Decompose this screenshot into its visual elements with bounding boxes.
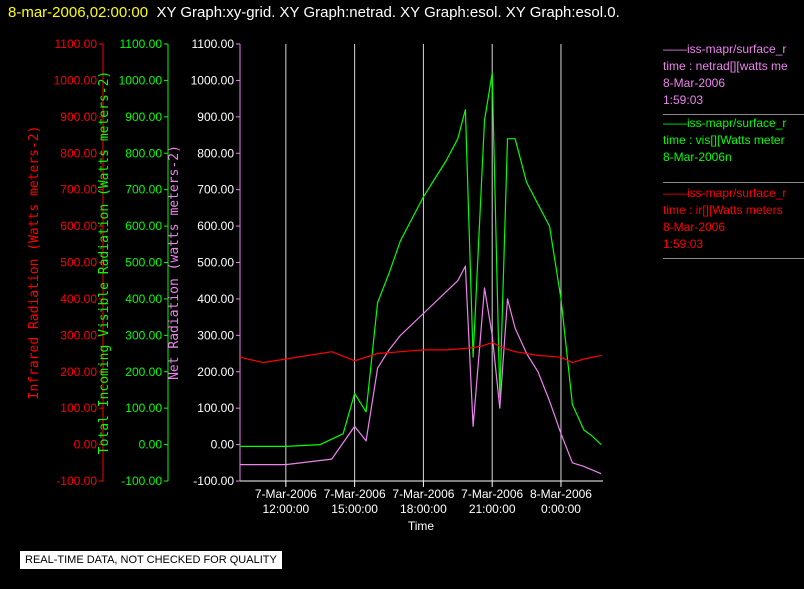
y-tick-label: 0.00 bbox=[74, 438, 98, 452]
legend-separator bbox=[663, 182, 804, 183]
y-tick-label: 500.00 bbox=[60, 256, 97, 270]
y-tick-label: 300.00 bbox=[125, 328, 162, 342]
y-tick-label: 100.00 bbox=[60, 401, 97, 415]
x-tick-label-date: 7-Mar-2006 bbox=[461, 487, 523, 501]
y-tick-label: 1000.00 bbox=[54, 73, 98, 87]
y-tick-label: 800.00 bbox=[197, 146, 234, 160]
y-tick-label: 300.00 bbox=[60, 328, 97, 342]
legend-entry-line: time : vis[][Watts meter bbox=[663, 133, 785, 147]
x-tick-label-time: 18:00:00 bbox=[400, 502, 447, 516]
y-tick-label: 1100.00 bbox=[192, 37, 235, 51]
legend-entry-line: time : ir[][Watts meters bbox=[663, 203, 783, 217]
legend-entry-line: 1:59:03 bbox=[663, 93, 704, 107]
legend-entry-line: ——iss-mapr/surface_r bbox=[663, 116, 787, 130]
y-tick-label: 500.00 bbox=[197, 256, 234, 270]
y-axis-label: Infrared Radiation (Watts meters-2) bbox=[27, 126, 42, 400]
legend-entry-line: time : netrad[][watts me bbox=[663, 59, 788, 73]
legend-separator bbox=[663, 114, 804, 115]
y-tick-label: 1100.00 bbox=[120, 37, 163, 51]
y-tick-label: 400.00 bbox=[60, 292, 97, 306]
y-tick-label: 300.00 bbox=[197, 328, 234, 342]
y-tick-label: 0.00 bbox=[139, 438, 163, 452]
y-tick-label: -100.00 bbox=[56, 474, 97, 488]
legend-entry-line: 8-Mar-2006 bbox=[663, 76, 726, 90]
legend-separator bbox=[663, 258, 804, 259]
x-tick-label-date: 7-Mar-2006 bbox=[324, 487, 386, 501]
y-tick-label: 400.00 bbox=[125, 292, 162, 306]
legend-entry-line: ——iss-mapr/surface_r bbox=[663, 42, 787, 56]
y-tick-label: 1100.00 bbox=[55, 37, 98, 51]
x-tick-label-date: 7-Mar-2006 bbox=[255, 487, 317, 501]
y-tick-label: -100.00 bbox=[121, 474, 162, 488]
y-tick-label: 600.00 bbox=[125, 219, 162, 233]
y-tick-label: 600.00 bbox=[60, 219, 97, 233]
y-tick-label: 700.00 bbox=[125, 183, 162, 197]
y-tick-label: 800.00 bbox=[125, 146, 162, 160]
y-tick-label: 900.00 bbox=[125, 110, 162, 124]
y-axis-label: Net Radiation (watts meters-2) bbox=[167, 145, 182, 380]
x-tick-label-date: 8-Mar-2006 bbox=[530, 487, 592, 501]
y-tick-label: 200.00 bbox=[125, 365, 162, 379]
header-graph-titles: XY Graph:xy-grid. XY Graph:netrad. XY Gr… bbox=[156, 4, 620, 21]
header-title-bar: 8-mar-2006,02:00:00 XY Graph:xy-grid. XY… bbox=[8, 4, 620, 21]
y-tick-label: 1000.00 bbox=[191, 73, 235, 87]
y-tick-label: 400.00 bbox=[197, 292, 234, 306]
x-tick-label-date: 7-Mar-2006 bbox=[392, 487, 454, 501]
y-tick-label: 100.00 bbox=[125, 401, 162, 415]
y-axis-label: Total Incoming Visible Radiation (Watts … bbox=[97, 71, 112, 455]
legend-entry-line: ——iss-mapr/surface_r bbox=[663, 186, 787, 200]
y-tick-label: 700.00 bbox=[60, 183, 97, 197]
y-tick-label: 0.00 bbox=[211, 438, 235, 452]
legend-entry-line: 1:59:03 bbox=[663, 237, 704, 251]
legend-entry-line: 8-Mar-2006n bbox=[663, 150, 732, 164]
x-tick-label-time: 15:00:00 bbox=[331, 502, 378, 516]
y-tick-label: 900.00 bbox=[197, 110, 234, 124]
x-axis-label: Time bbox=[408, 519, 435, 533]
series-line-visible bbox=[240, 72, 602, 447]
y-tick-label: 800.00 bbox=[60, 146, 97, 160]
y-tick-label: 100.00 bbox=[197, 401, 234, 415]
series-line-netrad bbox=[240, 265, 602, 475]
x-tick-label-time: 21:00:00 bbox=[469, 502, 516, 516]
series-line-infrared bbox=[239, 342, 602, 364]
y-tick-label: 200.00 bbox=[60, 365, 97, 379]
x-tick-label-time: 12:00:00 bbox=[262, 502, 309, 516]
quality-notice: REAL-TIME DATA, NOT CHECKED FOR QUALITY bbox=[20, 551, 282, 569]
legend-entry-line: 8-Mar-2006 bbox=[663, 220, 726, 234]
x-tick-label-time: 0:00:00 bbox=[541, 502, 581, 516]
header-timestamp: 8-mar-2006,02:00:00 bbox=[8, 4, 149, 21]
y-tick-label: 900.00 bbox=[60, 110, 97, 124]
y-tick-label: 1000.00 bbox=[119, 73, 163, 87]
y-tick-label: -100.00 bbox=[193, 474, 234, 488]
y-tick-label: 700.00 bbox=[197, 183, 234, 197]
y-tick-label: 200.00 bbox=[197, 365, 234, 379]
y-tick-label: 600.00 bbox=[197, 219, 234, 233]
y-tick-label: 500.00 bbox=[125, 256, 162, 270]
